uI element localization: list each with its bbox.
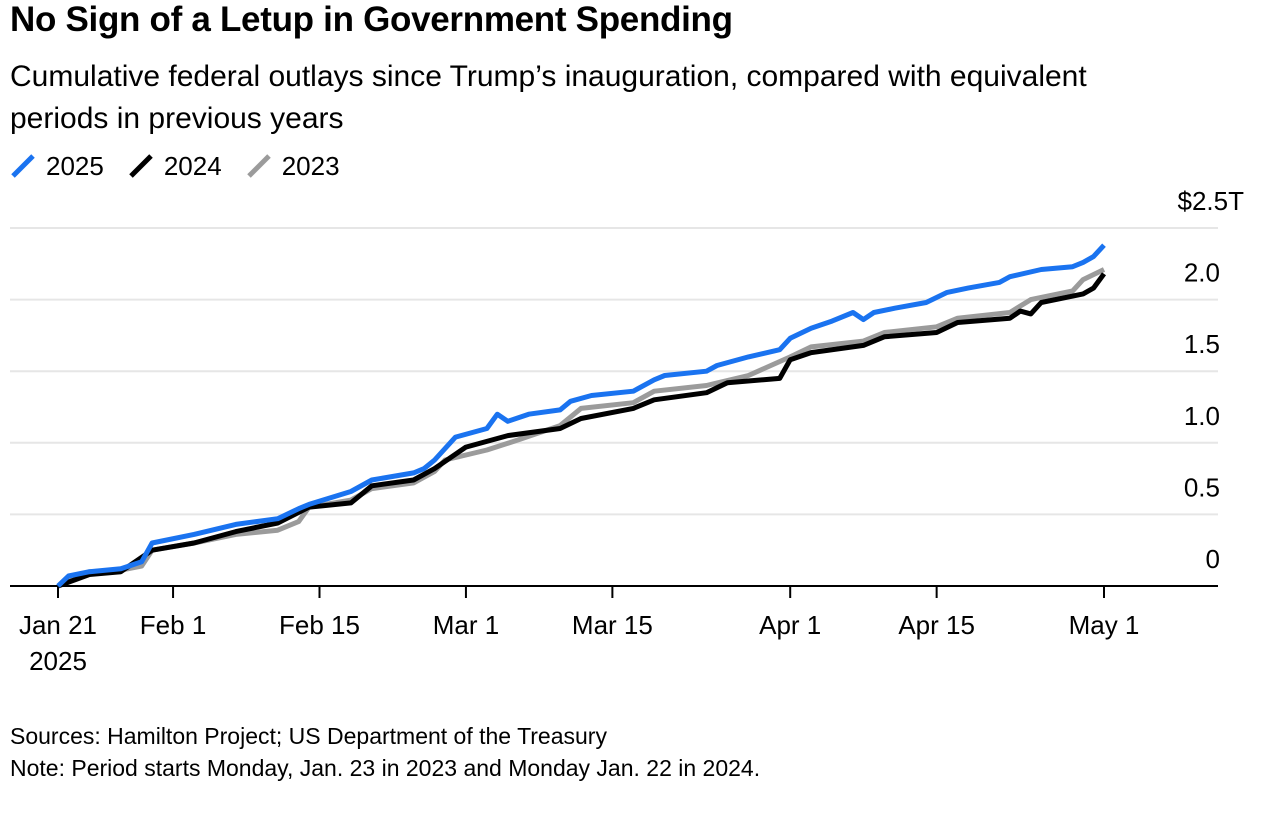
chart-footer: Sources: Hamilton Project; US Department… — [10, 720, 760, 784]
y-tick-label: 0 — [1206, 544, 1220, 574]
y-tick-label: 0.5 — [1184, 472, 1220, 502]
legend-line-2024 — [129, 154, 153, 178]
legend-swatch-2023 — [246, 154, 271, 178]
gridlines — [10, 227, 1218, 516]
y-tick-label: 1.0 — [1184, 401, 1220, 431]
legend-item-2024: 2024 — [128, 151, 222, 182]
y-axis-labels: 0 0.5 1.0 1.5 2.0 — [1184, 258, 1220, 574]
series-lines — [56, 243, 1107, 589]
x-tick-label: Mar 15 — [572, 610, 653, 640]
legend-swatch-2025 — [11, 154, 35, 178]
sources-note: Sources: Hamilton Project; US Department… — [10, 723, 607, 749]
period-note: Note: Period starts Monday, Jan. 23 in 2… — [10, 755, 761, 781]
x-tick-label: Mar 1 — [433, 610, 499, 640]
legend-label-2023: 2023 — [281, 150, 340, 181]
y-axis-unit-label: $2.5T — [1178, 186, 1245, 216]
legend-line-2025 — [11, 154, 35, 178]
legend-item-2025: 2025 — [10, 151, 104, 182]
series-line-2025 — [56, 243, 1106, 588]
legend-line-2023 — [246, 154, 271, 178]
x-axis-ticks: Jan 21 2025 Feb 1 Feb 15 Mar 1 Mar 15 Apr 1 Apr… — [19, 586, 1139, 676]
legend-swatch-2024 — [129, 154, 153, 178]
series-line-2024 — [57, 272, 1107, 589]
legend-item-2023: 2023 — [246, 151, 340, 182]
x-tick-label: Apr 1 — [759, 610, 821, 640]
line-chart: 0 0.5 1.0 1.5 2.0 $2.5T Jan 21 2025 Feb 1 Feb 1… — [10, 186, 1245, 676]
legend-label-2025: 2025 — [46, 150, 104, 181]
x-tick-label: Jan 21 — [19, 610, 97, 640]
legend: 2025 2024 2023 — [10, 148, 364, 184]
y-tick-label: 2.0 — [1184, 258, 1220, 288]
x-tick-label: Apr 15 — [898, 610, 975, 640]
y-tick-label: 1.5 — [1184, 329, 1220, 359]
x-tick-sublabel: 2025 — [29, 646, 87, 676]
x-tick-label: Feb 15 — [279, 610, 360, 640]
x-tick-label: Feb 1 — [140, 610, 207, 640]
x-tick-label: May 1 — [1069, 610, 1140, 640]
chart-title: No Sign of a Letup in Government Spendin… — [10, 0, 733, 39]
chart-subtitle: Cumulative federal outlays since Trump’s… — [10, 60, 1087, 135]
legend-label-2024: 2024 — [163, 150, 222, 181]
